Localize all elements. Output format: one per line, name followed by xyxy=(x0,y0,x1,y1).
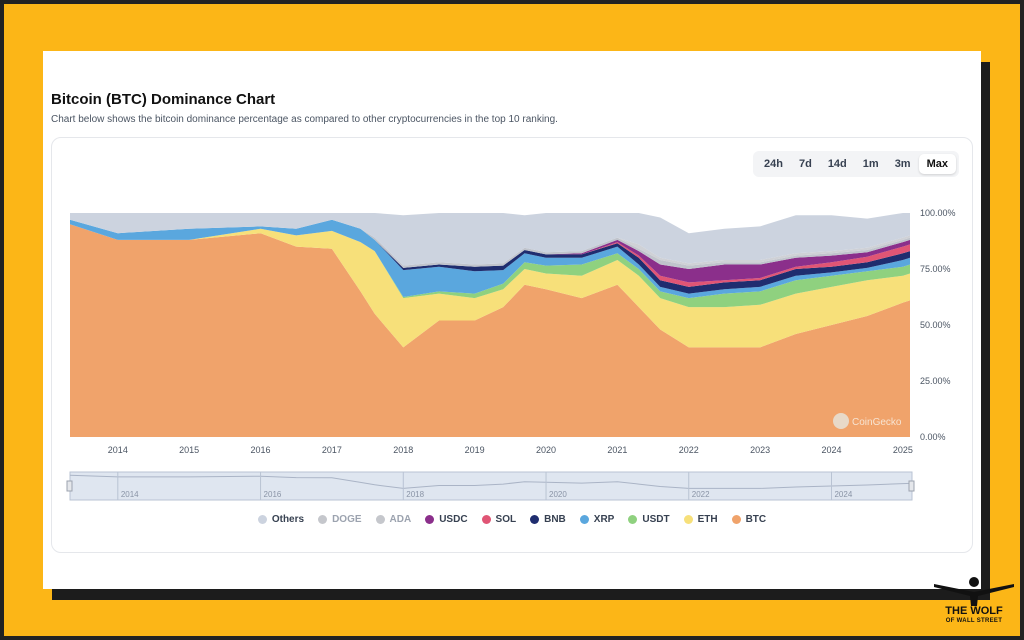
navigator-line xyxy=(69,474,911,489)
coingecko-watermark: CoinGecko xyxy=(833,413,902,429)
series-area-others[interactable] xyxy=(70,213,910,266)
watermark-text: CoinGecko xyxy=(852,417,902,428)
legend-item-bnb[interactable]: BNB xyxy=(530,514,566,525)
y-tick-label: 25.00% xyxy=(920,376,951,386)
legend-label: ETH xyxy=(697,514,718,525)
dominance-chart[interactable]: 100.00% 75.00% 50.00% 25.00% 0.00% 2014 2015 2… xyxy=(52,138,970,510)
range-button-24h[interactable]: 24h xyxy=(764,158,783,170)
navigator-tick-label: 2016 xyxy=(264,490,282,499)
navigator-tick-label: 2018 xyxy=(406,490,424,499)
series-area-eth[interactable] xyxy=(70,224,910,348)
navigator-tick-label: 2022 xyxy=(692,490,710,499)
range-button-7d[interactable]: 7d xyxy=(798,158,812,170)
page-title: Bitcoin (BTC) Dominance Chart xyxy=(51,91,276,108)
legend-dot-icon xyxy=(375,515,385,524)
legend-label: USDC xyxy=(439,514,468,525)
legend-dot-icon xyxy=(731,515,741,524)
navigator-left-handle[interactable] xyxy=(66,480,73,492)
legend-dot-icon xyxy=(257,515,267,524)
range-button-1m[interactable]: 1m xyxy=(862,158,879,170)
wolf-of-wall-street-logo: THE WOLF OF WALL STREET xyxy=(930,572,1018,634)
y-tick-label: 75.00% xyxy=(920,264,951,274)
brand-line-1: THE WOLF xyxy=(945,605,1003,617)
legend-item-xrp[interactable]: XRP xyxy=(579,514,615,525)
time-range-selector: 24h 7d 14d 1m 3m Max xyxy=(753,151,959,177)
legend-item-eth[interactable]: ETH xyxy=(683,514,718,525)
legend-item-usdt[interactable]: USDT xyxy=(628,514,670,525)
page-subtitle: Chart below shows the bitcoin dominance … xyxy=(51,114,558,125)
range-button-14d[interactable]: 14d xyxy=(827,158,847,170)
legend-dot-icon xyxy=(628,515,638,524)
coingecko-logo-icon xyxy=(833,413,849,429)
brand-line-2: OF WALL STREET xyxy=(945,618,1003,624)
chart-legend: Others DOGE ADA USDC SOL BNB XRP USDT ETH BTC xyxy=(52,514,972,525)
x-tick-label: 2014 xyxy=(108,445,128,455)
wolf-figure-icon xyxy=(934,577,1014,606)
x-tick-label: 2021 xyxy=(607,445,627,455)
legend-item-sol[interactable]: SOL xyxy=(481,514,517,525)
legend-label: USDT xyxy=(642,514,670,525)
x-tick-label: 2019 xyxy=(465,445,485,455)
range-button-max[interactable]: Max xyxy=(918,154,956,174)
x-tick-label: 2017 xyxy=(322,445,342,455)
navigator-tick-label: 2014 xyxy=(121,490,139,499)
navigator-track[interactable] xyxy=(69,471,913,501)
x-tick-label: 2018 xyxy=(393,445,413,455)
legend-dot-icon xyxy=(683,515,693,524)
legend-label: ADA xyxy=(389,514,412,525)
y-tick-label: 100.00% xyxy=(920,208,956,218)
legend-dot-icon xyxy=(481,515,491,524)
dominance-card: Bitcoin (BTC) Dominance Chart Chart belo… xyxy=(43,51,981,589)
x-tick-label: 2022 xyxy=(679,445,699,455)
series-area-usdt[interactable] xyxy=(70,224,910,308)
navigator-right-handle[interactable] xyxy=(908,480,915,492)
navigator-tick-label: 2020 xyxy=(549,490,567,499)
legend-label: BNB xyxy=(544,514,566,525)
legend-dot-icon xyxy=(530,515,540,524)
x-tick-label: 2023 xyxy=(750,445,770,455)
legend-label: Others xyxy=(271,514,305,525)
range-button-3m[interactable]: 3m xyxy=(894,158,911,170)
x-tick-label: 2025 xyxy=(893,445,913,455)
legend-item-others[interactable]: Others xyxy=(257,514,305,525)
legend-item-ada[interactable]: ADA xyxy=(375,514,412,525)
series-area-xrp[interactable] xyxy=(70,219,910,299)
x-tick-label: 2024 xyxy=(821,445,841,455)
x-tick-label: 2015 xyxy=(179,445,199,455)
navigator-tick-label: 2024 xyxy=(834,490,852,499)
legend-item-usdc[interactable]: USDC xyxy=(425,514,468,525)
x-tick-label: 2020 xyxy=(536,445,556,455)
legend-dot-icon xyxy=(579,515,589,524)
chart-panel: 24h 7d 14d 1m 3m Max 100.00% 75.00% 50.00%… xyxy=(51,137,973,553)
legend-label: BTC xyxy=(745,514,767,525)
range-navigator[interactable]: 2014 2016 2018 2020 2022 2024 xyxy=(66,471,915,501)
legend-item-doge[interactable]: DOGE xyxy=(318,514,362,525)
x-tick-label: 2016 xyxy=(251,445,271,455)
y-tick-label: 0.00% xyxy=(920,432,946,442)
legend-label: SOL xyxy=(495,514,517,525)
legend-item-btc[interactable]: BTC xyxy=(731,514,767,525)
legend-label: DOGE xyxy=(332,514,362,525)
series-area-btc[interactable] xyxy=(70,224,910,437)
legend-dot-icon xyxy=(318,515,328,524)
legend-label: XRP xyxy=(593,514,615,525)
y-tick-label: 50.00% xyxy=(920,320,951,330)
legend-dot-icon xyxy=(425,515,435,524)
